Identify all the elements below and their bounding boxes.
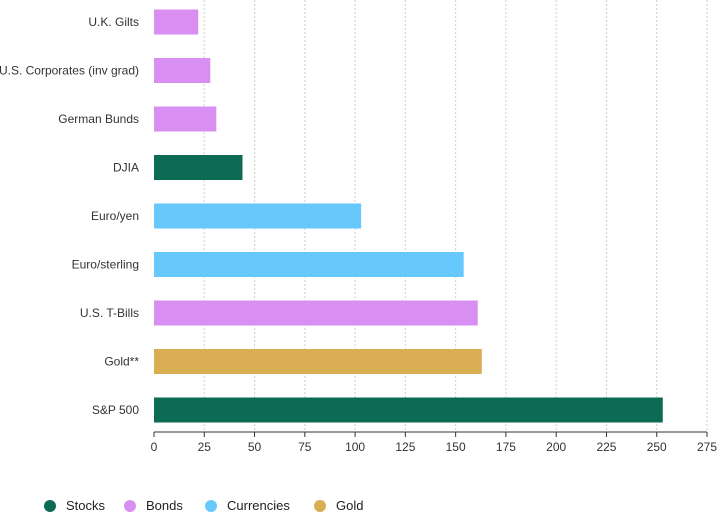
legend-swatch-currencies xyxy=(205,499,217,512)
category-label: DJIA xyxy=(113,161,139,175)
bar[interactable] xyxy=(154,203,362,229)
legend-swatch-gold xyxy=(314,499,326,512)
category-label: U.S. Corporates (inv grad) xyxy=(0,64,139,78)
legend-item-stocks[interactable]: Stocks xyxy=(44,498,105,513)
legend-label-bonds: Bonds xyxy=(146,498,183,513)
category-label: Gold** xyxy=(104,355,139,369)
legend-label-gold: Gold xyxy=(336,498,364,513)
legend: Stocks Bonds Currencies Gold xyxy=(0,498,720,526)
category-label: S&P 500 xyxy=(92,403,139,417)
x-tick-label: 250 xyxy=(647,440,667,454)
category-label: U.K. Gilts xyxy=(88,15,139,29)
category-label: German Bunds xyxy=(58,112,139,126)
bar-chart: U.K. Gilts U.S. Corporates (inv grad) Germ… xyxy=(0,0,717,454)
x-tick-label: 225 xyxy=(596,440,616,454)
x-tick-label: 150 xyxy=(446,440,466,454)
bars xyxy=(154,9,663,423)
bar[interactable] xyxy=(154,155,243,180)
bar[interactable] xyxy=(154,349,482,374)
bar[interactable] xyxy=(154,252,464,277)
category-label: Euro/sterling xyxy=(72,258,139,272)
x-tick-label: 275 xyxy=(697,440,717,454)
x-tick-label: 50 xyxy=(248,440,262,454)
x-tick-label: 25 xyxy=(198,440,212,454)
x-tick-label: 125 xyxy=(395,440,415,454)
bar[interactable] xyxy=(154,58,211,83)
bar[interactable] xyxy=(154,397,663,423)
legend-item-currencies[interactable]: Currencies xyxy=(205,498,290,513)
legend-item-gold[interactable]: Gold xyxy=(314,498,363,513)
bar[interactable] xyxy=(154,300,478,326)
legend-label-currencies: Currencies xyxy=(227,498,290,513)
legend-swatch-bonds xyxy=(124,499,136,512)
x-tick-label: 100 xyxy=(345,440,365,454)
x-axis: 0 25 50 75 100 125 150 175 200 225 250 275 xyxy=(151,431,717,454)
legend-label-stocks: Stocks xyxy=(66,498,106,513)
category-label: U.S. T-Bills xyxy=(80,306,139,320)
category-label: Euro/yen xyxy=(91,209,139,223)
bar[interactable] xyxy=(154,106,217,132)
grid-lines xyxy=(203,0,708,432)
legend-item-bonds[interactable]: Bonds xyxy=(124,498,183,513)
x-tick-label: 75 xyxy=(298,440,312,454)
x-tick-label: 0 xyxy=(151,440,158,454)
bar[interactable] xyxy=(154,9,199,35)
legend-swatch-stocks xyxy=(44,499,56,512)
category-labels: U.K. Gilts U.S. Corporates (inv grad) Germ… xyxy=(0,15,139,417)
x-tick-label: 200 xyxy=(546,440,566,454)
x-tick-label: 175 xyxy=(496,440,516,454)
